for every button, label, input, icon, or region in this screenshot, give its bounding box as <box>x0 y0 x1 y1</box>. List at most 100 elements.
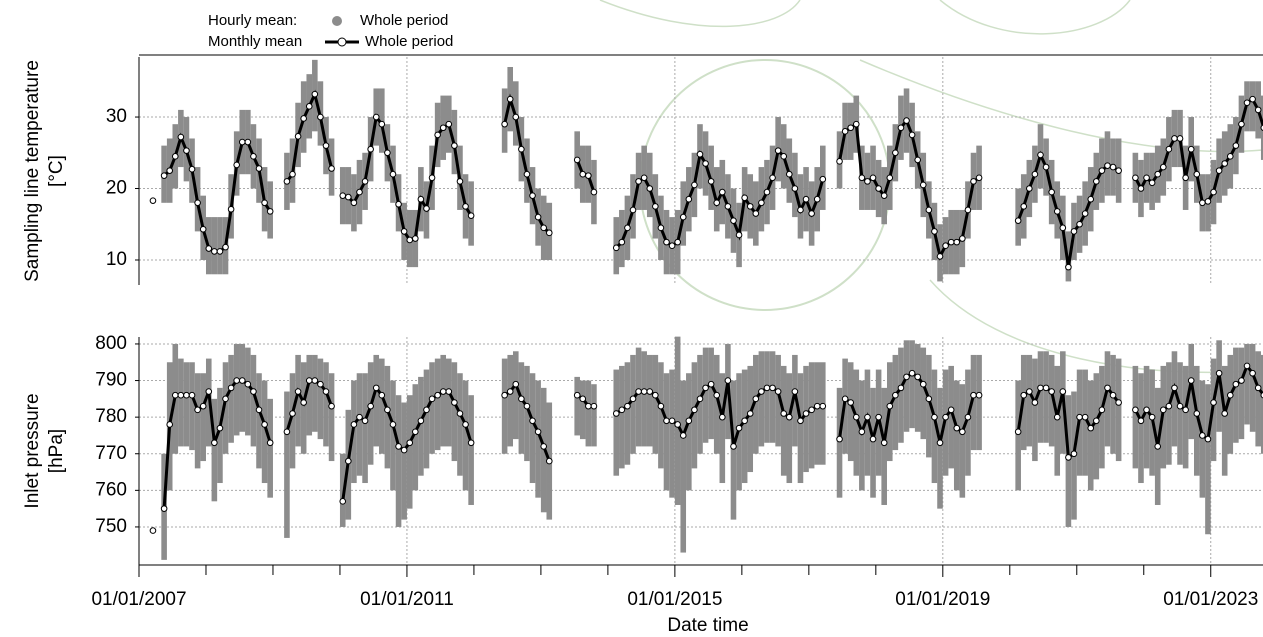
monthly-point <box>1260 124 1263 131</box>
monthly-point <box>439 124 447 132</box>
hourly-range <box>1171 351 1178 447</box>
monthly-point <box>674 238 681 246</box>
monthly-point <box>339 498 347 505</box>
legend-marker <box>337 37 347 47</box>
monthly-point <box>423 406 430 414</box>
monthly-point <box>518 395 525 403</box>
monthly-point <box>646 388 654 395</box>
monthly-point <box>1093 417 1100 425</box>
monthly-point <box>741 194 748 202</box>
monthly-point <box>1221 410 1228 417</box>
hourly-range <box>1065 395 1072 527</box>
hourly-range <box>881 387 887 505</box>
monthly-point <box>194 406 201 414</box>
monthly-point <box>880 439 888 447</box>
monthly-point <box>345 457 352 465</box>
monthly-point <box>417 195 425 203</box>
hourly-range <box>250 354 257 447</box>
hourly-range <box>646 354 653 447</box>
hourly-range <box>189 362 195 451</box>
hourly-range <box>574 376 580 436</box>
monthly-point <box>685 417 693 425</box>
monthly-point <box>1076 413 1083 421</box>
hourly-range <box>222 362 229 454</box>
hourly-range <box>1188 343 1194 440</box>
monthly-point <box>679 213 687 221</box>
monthly-point <box>908 369 916 377</box>
monthly-point <box>897 124 905 132</box>
monthly-point <box>372 384 380 392</box>
monthly-point <box>947 238 955 246</box>
hourly-range <box>356 373 363 476</box>
monthly-point <box>763 188 771 196</box>
monthly-point <box>786 170 793 178</box>
hourly-range <box>379 358 385 454</box>
monthly-point <box>389 170 397 178</box>
monthly-point <box>640 388 648 395</box>
monthly-point <box>529 192 536 199</box>
monthly-point <box>579 395 587 403</box>
x-tick-label: 01/01/2023 <box>1163 589 1258 610</box>
monthly-point <box>707 178 715 185</box>
hourly-range <box>457 373 463 476</box>
hourly-range <box>730 380 737 520</box>
hourly-range <box>1099 365 1105 469</box>
monthly-point <box>897 384 905 392</box>
hourly-range <box>803 365 809 473</box>
monthly-point <box>261 199 268 207</box>
monthly-point <box>322 388 330 395</box>
monthly-point <box>1132 406 1139 414</box>
monthly-point <box>657 224 665 232</box>
x-tick-label: 01/01/2007 <box>91 589 186 610</box>
monthly-point <box>875 413 882 421</box>
monthly-point <box>1165 145 1173 153</box>
monthly-point <box>451 399 458 406</box>
monthly-point <box>786 413 793 421</box>
monthly-point <box>1059 224 1067 232</box>
monthly-point <box>467 439 475 447</box>
hourly-range <box>579 380 586 440</box>
hourly-range <box>674 336 681 505</box>
monthly-point <box>730 217 737 224</box>
monthly-point <box>1109 163 1117 171</box>
hourly-range <box>1087 380 1094 491</box>
monthly-point <box>518 145 525 153</box>
monthly-point <box>852 120 860 128</box>
hourly-range <box>713 354 720 454</box>
hourly-range <box>328 373 335 462</box>
monthly-point <box>238 377 246 384</box>
hourly-range <box>1221 365 1228 476</box>
monthly-point <box>942 242 949 249</box>
legend-marker <box>332 16 342 26</box>
monthly-point <box>501 391 508 399</box>
monthly-point <box>540 224 547 232</box>
monthly-point <box>953 238 961 246</box>
monthly-point <box>250 153 257 160</box>
monthly-point <box>696 150 704 158</box>
monthly-point <box>819 402 827 410</box>
y-axis-label: [hPa] <box>46 429 67 473</box>
hourly-range <box>663 373 670 491</box>
hourly-range <box>1227 354 1234 454</box>
monthly-point <box>1165 402 1173 410</box>
hourly-range <box>300 362 307 454</box>
monthly-point <box>462 203 469 210</box>
monthly-point <box>936 253 944 260</box>
hourly-range <box>585 380 592 447</box>
monthly-point <box>585 172 592 179</box>
hourly-range <box>312 354 318 432</box>
monthly-point <box>724 203 732 210</box>
monthly-point <box>774 147 782 154</box>
monthly-point <box>769 384 776 392</box>
y-axis-label: Inlet pressure <box>22 393 43 508</box>
monthly-point <box>819 175 827 183</box>
monthly-point <box>763 384 771 392</box>
monthly-point <box>166 167 174 174</box>
monthly-point <box>1238 120 1245 128</box>
monthly-point <box>456 410 464 417</box>
hourly-range <box>462 380 469 491</box>
monthly-point <box>752 395 760 403</box>
monthly-point <box>328 165 335 172</box>
monthly-point <box>367 402 374 410</box>
